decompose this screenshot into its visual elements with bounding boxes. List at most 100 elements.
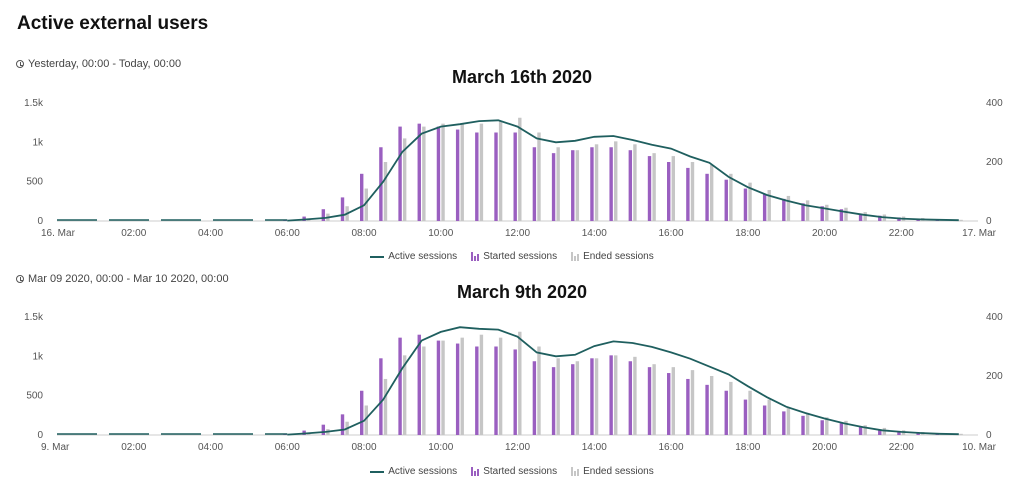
ended-sessions-bar[interactable] xyxy=(767,399,771,435)
started-sessions-bar[interactable] xyxy=(801,203,805,221)
started-sessions-bar[interactable] xyxy=(667,162,671,221)
ended-sessions-bar[interactable] xyxy=(556,147,560,221)
active-sessions-line[interactable] xyxy=(287,119,959,222)
started-sessions-bar[interactable] xyxy=(321,209,326,221)
started-sessions-bar[interactable] xyxy=(686,167,690,221)
ended-sessions-bar[interactable] xyxy=(402,355,407,435)
started-sessions-bar[interactable] xyxy=(762,194,767,221)
started-sessions-bar[interactable] xyxy=(379,358,383,435)
started-sessions-bar[interactable] xyxy=(417,334,421,435)
started-sessions-bar[interactable] xyxy=(897,431,901,435)
started-sessions-bar[interactable] xyxy=(340,197,345,221)
ended-sessions-bar[interactable] xyxy=(422,346,426,436)
started-sessions-bar[interactable] xyxy=(801,415,805,435)
started-sessions-bar[interactable] xyxy=(762,405,767,436)
date-range-1[interactable]: Yesterday, 00:00 - Today, 00:00 xyxy=(16,58,181,70)
started-sessions-bar[interactable] xyxy=(647,367,652,435)
ended-sessions-bar[interactable] xyxy=(786,406,791,435)
ended-sessions-bar[interactable] xyxy=(729,173,733,221)
ended-sessions-bar[interactable] xyxy=(690,370,695,435)
ended-sessions-bar[interactable] xyxy=(460,123,464,221)
ended-sessions-bar[interactable] xyxy=(748,182,752,221)
ended-sessions-bar[interactable] xyxy=(825,417,829,435)
started-sessions-bar[interactable] xyxy=(360,390,364,435)
started-sessions-bar[interactable] xyxy=(609,355,613,435)
ended-sessions-bar[interactable] xyxy=(709,376,714,435)
ended-sessions-bar[interactable] xyxy=(479,334,484,435)
started-sessions-bar[interactable] xyxy=(455,343,460,435)
ended-sessions-bar[interactable] xyxy=(537,132,541,222)
started-sessions-bar[interactable] xyxy=(724,179,728,221)
ended-sessions-bar[interactable] xyxy=(652,153,656,221)
started-sessions-bar[interactable] xyxy=(532,361,537,435)
started-sessions-bar[interactable] xyxy=(743,188,748,221)
started-sessions-bar[interactable] xyxy=(667,373,671,435)
started-sessions-bar[interactable] xyxy=(417,123,421,221)
started-sessions-bar[interactable] xyxy=(571,150,575,221)
started-sessions-bar[interactable] xyxy=(743,399,748,435)
started-sessions-bar[interactable] xyxy=(360,173,364,221)
started-sessions-bar[interactable] xyxy=(571,364,575,435)
ended-sessions-bar[interactable] xyxy=(383,162,388,221)
ended-sessions-bar[interactable] xyxy=(844,420,848,435)
ended-sessions-bar[interactable] xyxy=(518,331,522,435)
legend-item-ended[interactable]: Ended sessions xyxy=(571,251,654,262)
started-sessions-bar[interactable] xyxy=(609,147,613,221)
legend-item-started[interactable]: Started sessions xyxy=(471,251,557,262)
ended-sessions-bar[interactable] xyxy=(575,361,580,435)
ended-sessions-bar[interactable] xyxy=(805,200,810,221)
legend-item-started[interactable]: Started sessions xyxy=(471,466,557,477)
ended-sessions-bar[interactable] xyxy=(479,123,484,221)
started-sessions-bar[interactable] xyxy=(858,213,863,221)
ended-sessions-bar[interactable] xyxy=(441,340,445,435)
ended-sessions-bar[interactable] xyxy=(767,190,771,221)
started-sessions-bar[interactable] xyxy=(475,346,479,436)
started-sessions-bar[interactable] xyxy=(782,198,786,221)
started-sessions-bar[interactable] xyxy=(455,129,460,221)
started-sessions-bar[interactable] xyxy=(321,424,326,435)
ended-sessions-bar[interactable] xyxy=(959,219,963,221)
started-sessions-bar[interactable] xyxy=(398,337,402,435)
ended-sessions-bar[interactable] xyxy=(729,381,733,435)
ended-sessions-bar[interactable] xyxy=(690,162,695,221)
ended-sessions-bar[interactable] xyxy=(422,126,426,221)
ended-sessions-bar[interactable] xyxy=(614,141,618,221)
ended-sessions-bar[interactable] xyxy=(498,337,503,435)
ended-sessions-bar[interactable] xyxy=(556,358,560,435)
active-sessions-line[interactable] xyxy=(287,326,959,436)
ended-sessions-bar[interactable] xyxy=(805,412,810,435)
ended-sessions-bar[interactable] xyxy=(652,364,656,435)
ended-sessions-bar[interactable] xyxy=(402,138,407,221)
ended-sessions-bar[interactable] xyxy=(614,355,618,435)
started-sessions-bar[interactable] xyxy=(628,361,633,435)
started-sessions-bar[interactable] xyxy=(858,426,863,435)
ended-sessions-bar[interactable] xyxy=(633,144,637,221)
started-sessions-bar[interactable] xyxy=(513,132,517,222)
ended-sessions-bar[interactable] xyxy=(863,425,867,435)
started-sessions-bar[interactable] xyxy=(820,206,824,221)
started-sessions-bar[interactable] xyxy=(839,423,844,435)
ended-sessions-bar[interactable] xyxy=(786,195,791,221)
ended-sessions-bar[interactable] xyxy=(748,390,752,435)
ended-sessions-bar[interactable] xyxy=(882,427,887,435)
started-sessions-bar[interactable] xyxy=(475,132,479,222)
started-sessions-bar[interactable] xyxy=(647,156,652,221)
ended-sessions-bar[interactable] xyxy=(863,212,867,221)
ended-sessions-bar[interactable] xyxy=(844,207,848,221)
started-sessions-bar[interactable] xyxy=(494,132,498,222)
legend-item-active[interactable]: Active sessions xyxy=(370,466,457,477)
started-sessions-bar[interactable] xyxy=(513,349,517,435)
started-sessions-bar[interactable] xyxy=(705,384,709,435)
started-sessions-bar[interactable] xyxy=(340,414,345,435)
started-sessions-bar[interactable] xyxy=(398,126,402,221)
ended-sessions-bar[interactable] xyxy=(671,367,675,435)
started-sessions-bar[interactable] xyxy=(878,215,882,221)
ended-sessions-bar[interactable] xyxy=(498,120,503,221)
date-range-2[interactable]: Mar 09 2020, 00:00 - Mar 10 2020, 00:00 xyxy=(16,273,229,285)
started-sessions-bar[interactable] xyxy=(782,411,786,435)
ended-sessions-bar[interactable] xyxy=(633,356,637,435)
ended-sessions-bar[interactable] xyxy=(959,433,963,435)
started-sessions-bar[interactable] xyxy=(494,346,498,436)
ended-sessions-bar[interactable] xyxy=(441,123,445,221)
started-sessions-bar[interactable] xyxy=(916,432,920,435)
